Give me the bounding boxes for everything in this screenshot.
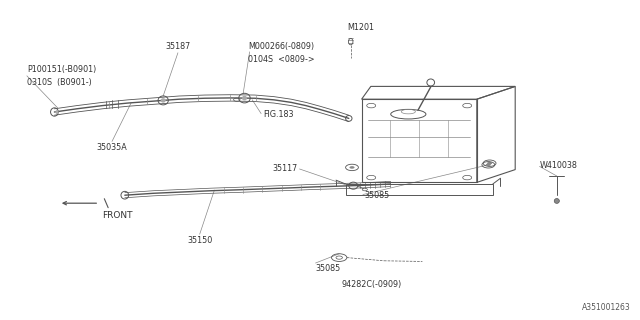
Ellipse shape — [56, 110, 59, 114]
Text: 35117: 35117 — [273, 164, 298, 173]
Ellipse shape — [554, 198, 559, 204]
Bar — [362, 99, 477, 182]
Text: 35085: 35085 — [316, 264, 340, 273]
Text: 0310S  (B0901-): 0310S (B0901-) — [27, 78, 92, 87]
Bar — [346, 184, 493, 195]
Text: 94282C(-0909): 94282C(-0909) — [341, 280, 401, 289]
Text: P100151(-B0901): P100151(-B0901) — [27, 65, 96, 74]
Text: 35150: 35150 — [187, 236, 212, 245]
Circle shape — [349, 166, 355, 169]
Text: 35187: 35187 — [165, 42, 191, 51]
Text: 0104S  <0809->: 0104S <0809-> — [248, 55, 315, 64]
Ellipse shape — [161, 98, 166, 103]
Circle shape — [486, 164, 491, 166]
Text: M1201: M1201 — [348, 23, 374, 32]
Text: FRONT: FRONT — [102, 211, 133, 220]
Circle shape — [487, 162, 492, 164]
Text: 35085: 35085 — [365, 191, 390, 200]
Text: 35035A: 35035A — [97, 143, 127, 152]
Text: A351001263: A351001263 — [582, 303, 630, 312]
Text: FIG.183: FIG.183 — [264, 110, 294, 119]
Text: W410038: W410038 — [540, 161, 577, 170]
Text: M000266(-0809): M000266(-0809) — [248, 42, 314, 51]
Ellipse shape — [242, 96, 247, 100]
